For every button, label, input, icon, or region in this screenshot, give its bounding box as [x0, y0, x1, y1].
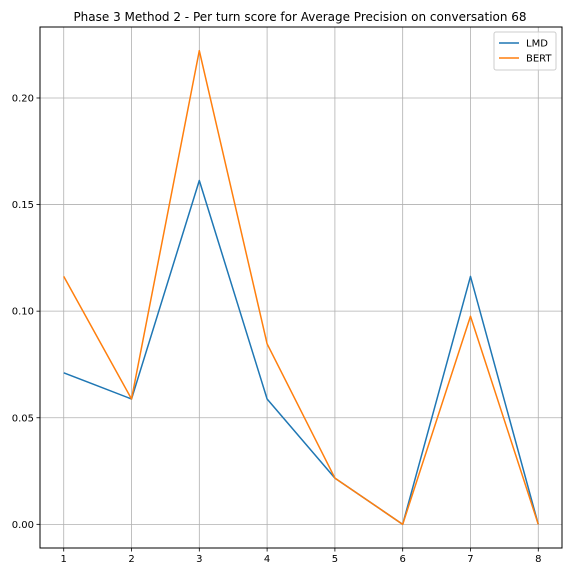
x-tick-label: 1: [61, 554, 67, 565]
chart-title: Phase 3 Method 2 - Per turn score for Av…: [73, 10, 526, 24]
legend-label: LMD: [526, 39, 548, 50]
x-tick-label: 5: [332, 554, 338, 565]
legend: LMD BERT: [493, 31, 557, 71]
grid: [40, 27, 562, 548]
y-tick-label: 0.20: [12, 93, 34, 104]
x-tick-label: 3: [196, 554, 202, 565]
series-lines: [63, 49, 539, 526]
series-line-bert: [63, 49, 539, 526]
x-tick-label: 7: [467, 554, 473, 565]
y-tick-label: 0.10: [12, 307, 34, 318]
y-tick-label: 0.05: [12, 413, 34, 424]
y-tick-label: 0.15: [12, 200, 34, 211]
x-tick-label: 6: [400, 554, 406, 565]
series-line-lmd: [63, 179, 539, 526]
x-tick-label: 4: [264, 554, 270, 565]
axis-ticks: 1 2 3 4 5 6 7 8 0.00 0.05 0.10 0.15 0.20: [12, 93, 542, 565]
y-tick-label: 0.00: [12, 520, 34, 531]
x-tick-label: 8: [535, 554, 541, 565]
plot-frame: [39, 26, 563, 549]
legend-box: [493, 31, 557, 71]
legend-label: BERT: [526, 54, 552, 65]
x-tick-label: 2: [128, 554, 134, 565]
